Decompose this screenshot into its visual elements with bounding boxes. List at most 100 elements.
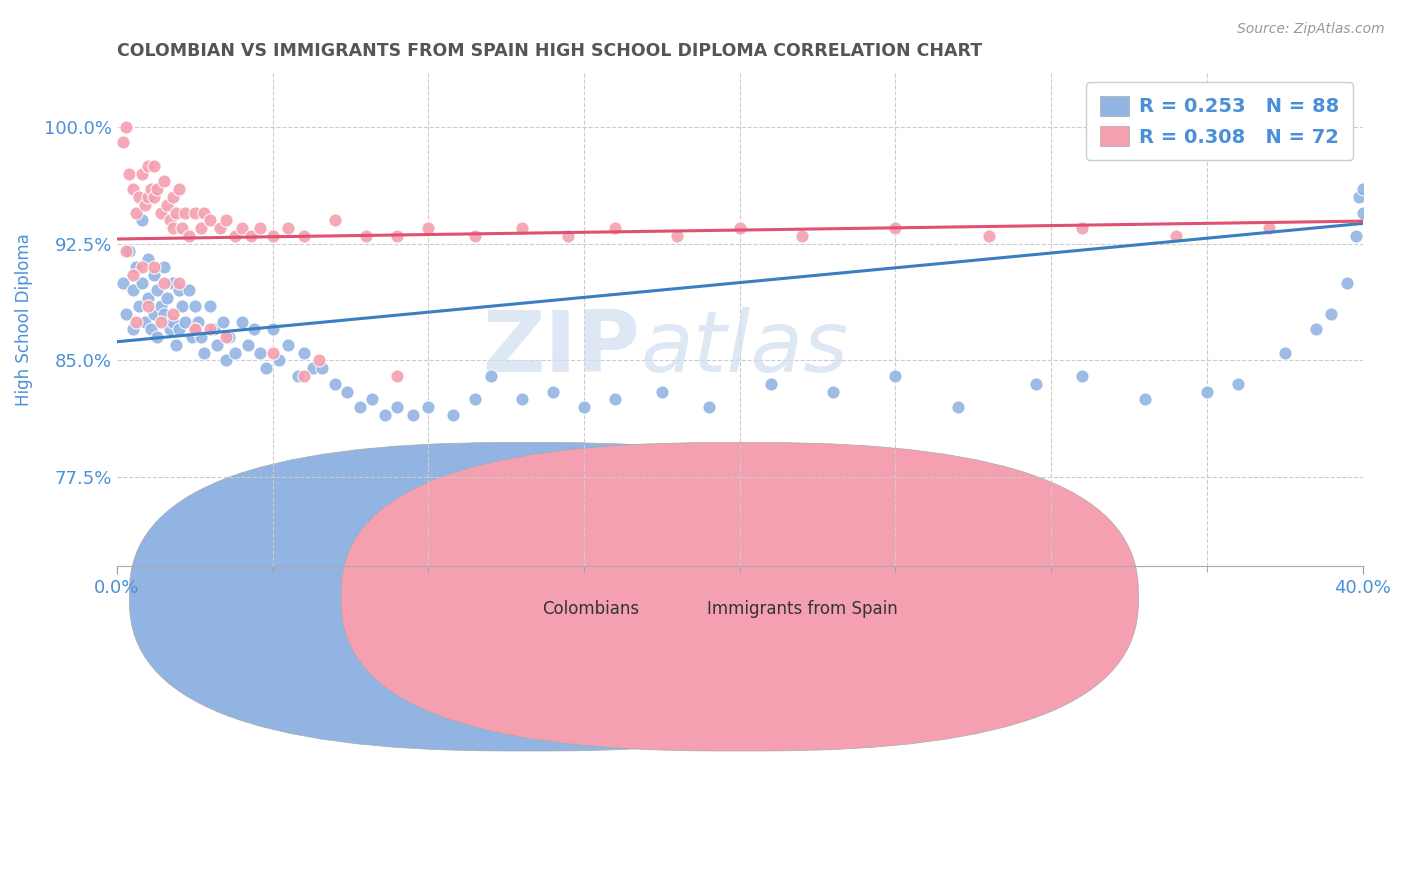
Point bbox=[190, 221, 212, 235]
Point bbox=[184, 322, 207, 336]
Point bbox=[121, 268, 143, 282]
Point bbox=[336, 384, 359, 399]
Point bbox=[387, 369, 409, 384]
Point bbox=[200, 299, 222, 313]
Point bbox=[277, 338, 299, 352]
FancyBboxPatch shape bbox=[129, 442, 927, 751]
Point bbox=[121, 322, 143, 336]
Point bbox=[224, 345, 246, 359]
Point bbox=[1227, 376, 1250, 391]
Point bbox=[666, 228, 689, 243]
Text: Immigrants from Spain: Immigrants from Spain bbox=[707, 600, 897, 618]
Point bbox=[239, 228, 262, 243]
Point bbox=[311, 361, 333, 376]
Point bbox=[200, 213, 222, 227]
Point bbox=[131, 167, 153, 181]
Point bbox=[651, 384, 673, 399]
Point bbox=[211, 314, 233, 328]
Point bbox=[215, 353, 238, 368]
Point bbox=[1274, 345, 1296, 359]
Point bbox=[193, 345, 215, 359]
Point bbox=[205, 338, 228, 352]
Point bbox=[308, 353, 330, 368]
Point bbox=[149, 299, 172, 313]
Point bbox=[193, 205, 215, 219]
Point bbox=[479, 369, 502, 384]
Point bbox=[605, 392, 627, 407]
Point bbox=[200, 322, 222, 336]
Point bbox=[180, 330, 202, 344]
Point bbox=[697, 400, 720, 414]
Point bbox=[790, 228, 813, 243]
Point bbox=[152, 260, 174, 274]
Point bbox=[249, 345, 271, 359]
Point bbox=[572, 400, 595, 414]
Point bbox=[165, 338, 187, 352]
Point bbox=[167, 284, 190, 298]
Point bbox=[184, 322, 207, 336]
Point bbox=[124, 260, 146, 274]
Point bbox=[215, 330, 238, 344]
Point bbox=[121, 284, 143, 298]
Point bbox=[112, 136, 135, 150]
Point bbox=[146, 284, 169, 298]
Point bbox=[118, 167, 141, 181]
Point bbox=[172, 299, 194, 313]
Point bbox=[1195, 384, 1218, 399]
Point bbox=[143, 307, 166, 321]
Point bbox=[156, 291, 179, 305]
Point bbox=[121, 182, 143, 196]
Legend: R = 0.253   N = 88, R = 0.308   N = 72: R = 0.253 N = 88, R = 0.308 N = 72 bbox=[1087, 82, 1353, 161]
Point bbox=[418, 221, 440, 235]
Point bbox=[174, 314, 197, 328]
Point bbox=[510, 392, 533, 407]
Point bbox=[1351, 205, 1374, 219]
Point bbox=[557, 228, 579, 243]
Point bbox=[159, 322, 181, 336]
Point bbox=[1071, 221, 1094, 235]
Point bbox=[136, 252, 159, 267]
Point bbox=[187, 314, 209, 328]
Point bbox=[292, 228, 315, 243]
Point bbox=[152, 174, 174, 188]
Point bbox=[292, 345, 315, 359]
Point bbox=[231, 221, 253, 235]
Point bbox=[202, 322, 225, 336]
Point bbox=[262, 345, 284, 359]
Point bbox=[134, 198, 156, 212]
Point bbox=[249, 221, 271, 235]
Point bbox=[118, 244, 141, 259]
Point bbox=[823, 384, 845, 399]
Point bbox=[1305, 322, 1327, 336]
Point bbox=[162, 314, 184, 328]
Point bbox=[115, 244, 138, 259]
Point bbox=[541, 384, 564, 399]
Point bbox=[1025, 376, 1047, 391]
FancyBboxPatch shape bbox=[342, 442, 1139, 751]
Point bbox=[146, 182, 169, 196]
Point bbox=[387, 228, 409, 243]
Point bbox=[143, 159, 166, 173]
Point bbox=[149, 205, 172, 219]
Point bbox=[1071, 369, 1094, 384]
Point bbox=[1133, 392, 1156, 407]
Point bbox=[323, 213, 346, 227]
Point bbox=[387, 400, 409, 414]
Point bbox=[402, 408, 425, 422]
Point bbox=[464, 392, 486, 407]
Point bbox=[162, 190, 184, 204]
Point bbox=[349, 400, 371, 414]
Point bbox=[152, 276, 174, 290]
Y-axis label: High School Diploma: High School Diploma bbox=[15, 233, 32, 406]
Point bbox=[167, 322, 190, 336]
Point bbox=[143, 260, 166, 274]
Point bbox=[162, 276, 184, 290]
Point bbox=[136, 159, 159, 173]
Point bbox=[152, 307, 174, 321]
Point bbox=[1320, 307, 1343, 321]
Point bbox=[1164, 228, 1187, 243]
Point bbox=[267, 353, 290, 368]
Text: COLOMBIAN VS IMMIGRANTS FROM SPAIN HIGH SCHOOL DIPLOMA CORRELATION CHART: COLOMBIAN VS IMMIGRANTS FROM SPAIN HIGH … bbox=[117, 42, 983, 60]
Point bbox=[115, 120, 138, 134]
Point bbox=[236, 338, 259, 352]
